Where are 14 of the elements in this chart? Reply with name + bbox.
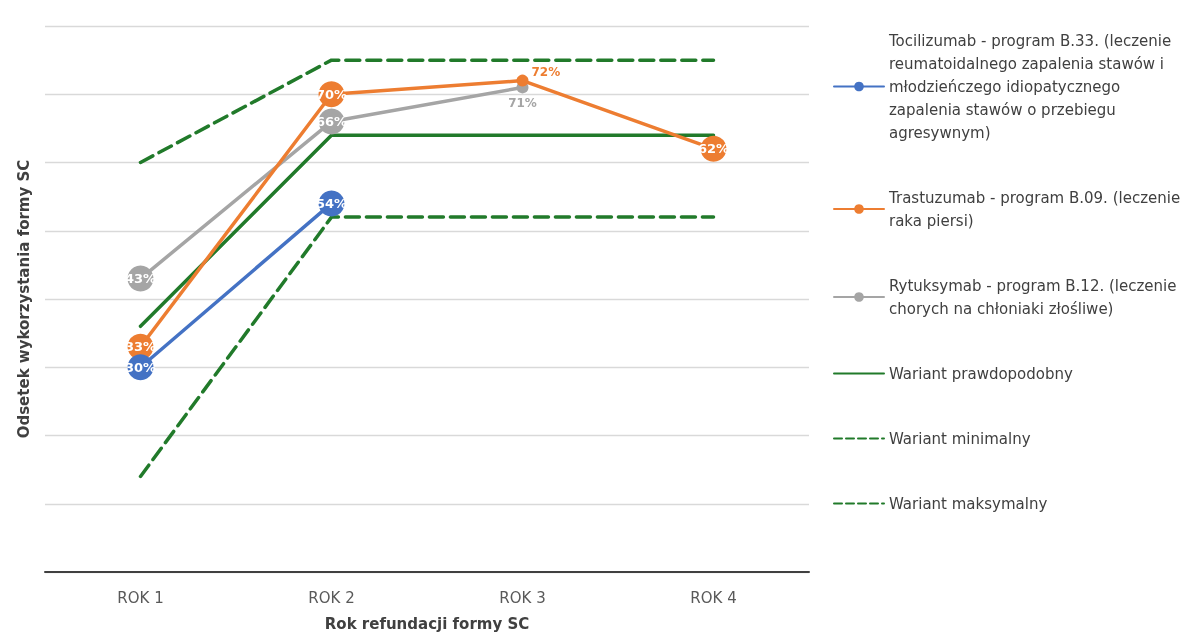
legend-label: Wariant prawdopodobny bbox=[889, 364, 1074, 383]
x-tick-label: ROK 3 bbox=[499, 588, 546, 607]
legend-label: Trastuzumab - program B.09. (leczenie raka piersi) bbox=[888, 188, 1185, 230]
x-axis-title: Rok refundacji formy SC bbox=[324, 614, 530, 633]
x-tick-label: ROK 4 bbox=[690, 588, 737, 607]
legend-label: Wariant minimalny bbox=[889, 429, 1031, 448]
y-axis-title: Odsetek wykorzystania formy SC bbox=[14, 159, 33, 439]
data-label: 71% bbox=[508, 96, 537, 111]
legend-label: Tocilizumab - program B.33. (leczenie reumatoidalnego zapalenia stawów i młodzieńczego idiopatycznego zapalenia stawów o przebiegu agresywnym) bbox=[888, 31, 1176, 142]
data-label: 72% bbox=[531, 64, 561, 79]
legend-label: Rytuksymab - program B.12. (leczenie chorych na chłoniaki złośliwe) bbox=[889, 276, 1182, 318]
x-tick-label: ROK 2 bbox=[308, 588, 355, 607]
legend-label: Wariant maksymalny bbox=[889, 494, 1048, 513]
x-tick-label: ROK 1 bbox=[117, 588, 164, 607]
